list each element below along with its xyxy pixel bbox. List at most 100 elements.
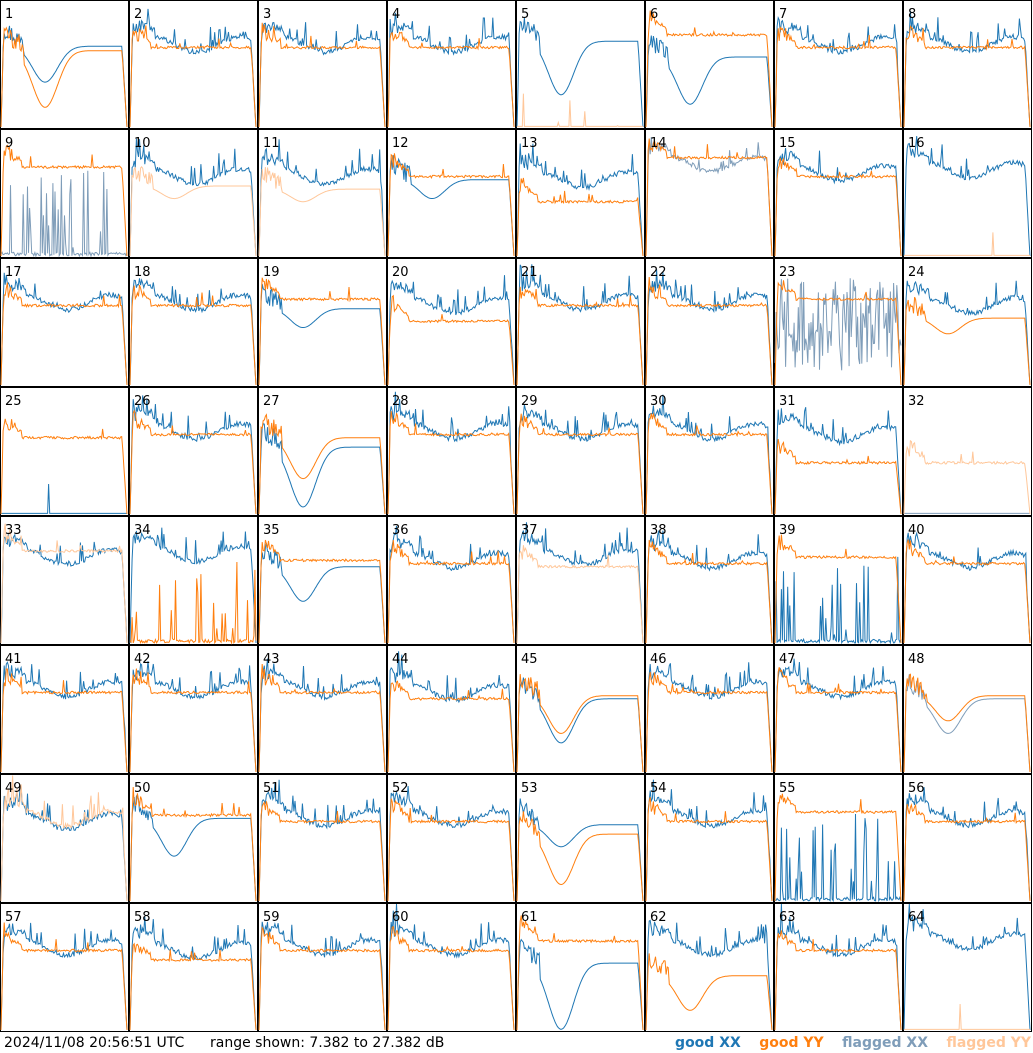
panel-28: 28: [387, 387, 516, 516]
panel-frame: [774, 0, 903, 129]
panel-frame: [0, 645, 129, 774]
panel-28-xx-series: [387, 391, 515, 515]
panel-frame: [0, 258, 129, 387]
panel-label: 15: [779, 136, 796, 151]
panel-48-yy-series: [903, 673, 1031, 773]
panel-51-yy-series: [258, 801, 386, 902]
panel-frame: [258, 0, 387, 129]
panel-13-xx-series: [516, 143, 644, 257]
panel-48: 48: [903, 645, 1032, 774]
panel-frame: [903, 258, 1032, 387]
panel-3: 3: [258, 0, 387, 129]
panel-19-xx-series: [258, 283, 386, 386]
panel-frame: [516, 516, 645, 645]
panel-11-xx-series: [258, 139, 386, 257]
panel-14-xx-series: [645, 137, 773, 257]
panel-30-xx-series: [645, 394, 773, 515]
panel-frame: [387, 516, 516, 645]
panel-frame: [258, 645, 387, 774]
panel-54: 54: [645, 774, 774, 903]
panel-29: 29: [516, 387, 645, 516]
panel-55: 55: [774, 774, 903, 903]
panel-frame: [129, 387, 258, 516]
panel-38: 38: [645, 516, 774, 645]
panel-44-xx-series: [387, 651, 515, 773]
panel-57-yy-series: [0, 922, 128, 1031]
panel-label: 58: [134, 910, 151, 925]
panel-10-xx-series: [129, 138, 257, 257]
panel-8-yy-series: [903, 25, 1031, 128]
panel-56: 56: [903, 774, 1032, 903]
panel-32: 32: [903, 387, 1032, 516]
panel-37-yy-series: [516, 545, 644, 644]
panel-label: 51: [263, 781, 280, 796]
panel-59-yy-series: [258, 926, 386, 1031]
panel-30: 30: [645, 387, 774, 516]
panel-label: 36: [392, 523, 409, 538]
panel-26: 26: [129, 387, 258, 516]
panel-52: 52: [387, 774, 516, 903]
panel-label: 29: [521, 394, 538, 409]
panel-label: 34: [134, 523, 151, 538]
panel-label: 21: [521, 265, 538, 280]
panel-label: 19: [263, 265, 280, 280]
panel-12-yy-series: [387, 153, 515, 257]
panel-47-yy-series: [774, 667, 902, 773]
panel-34: 34: [129, 516, 258, 645]
panel-22-yy-series: [645, 276, 773, 386]
panel-24: 24: [903, 258, 1032, 387]
panel-48-xx-series: [903, 674, 1031, 773]
panel-frame: [129, 129, 258, 258]
panel-62-xx-series: [645, 919, 773, 1031]
panel-23-xx-series: [774, 278, 902, 371]
panel-27: 27: [258, 387, 387, 516]
panel-label: 47: [779, 652, 796, 667]
panel-frame: [0, 774, 129, 903]
panel-53-yy-series: [516, 811, 644, 902]
panel-50: 50: [129, 774, 258, 903]
panel-frame: [516, 645, 645, 774]
panel-label: 28: [392, 394, 409, 409]
panel-42: 42: [129, 645, 258, 774]
panel-15-yy-series: [774, 157, 902, 257]
panel-25-xx-series: [1, 483, 127, 514]
panel-label: 41: [5, 652, 22, 667]
panel-9: 9: [0, 129, 129, 258]
panel-frame: [387, 387, 516, 516]
panel-frame: [645, 387, 774, 516]
panel-label: 56: [908, 781, 925, 796]
panel-label: 42: [134, 652, 151, 667]
panel-frame: [129, 645, 258, 774]
panel-35: 35: [258, 516, 387, 645]
panel-11: 11: [258, 129, 387, 258]
panel-9-yy-series: [0, 144, 128, 257]
panel-7: 7: [774, 0, 903, 129]
panel-frame: [258, 774, 387, 903]
panel-39-yy-series: [774, 534, 902, 644]
panel-29-yy-series: [516, 413, 644, 515]
panel-label: 37: [521, 523, 538, 538]
panel-label: 61: [521, 910, 538, 925]
range-text: range shown: 7.382 to 27.382 dB: [210, 1035, 445, 1051]
panel-frame: [129, 774, 258, 903]
panel-1-yy-series: [0, 26, 128, 128]
panel-46-yy-series: [645, 671, 773, 773]
panel-label: 9: [5, 136, 13, 151]
panel-label: 30: [650, 394, 667, 409]
panel-33: 33: [0, 516, 129, 645]
panel-59: 59: [258, 903, 387, 1032]
panel-56-xx-series: [903, 787, 1031, 902]
panel-22-xx-series: [645, 269, 773, 386]
panel-3-xx-series: [258, 22, 386, 128]
panel-1: 1: [0, 0, 129, 129]
panel-4-yy-series: [387, 31, 515, 128]
panel-20: 20: [387, 258, 516, 387]
panel-6-yy-series: [645, 10, 773, 128]
panel-36-yy-series: [387, 539, 515, 644]
panel-47-xx-series: [774, 658, 902, 773]
panel-frame: [387, 129, 516, 258]
panel-label: 64: [908, 910, 925, 925]
panel-32-yy-series: [903, 439, 1031, 515]
legend: good XX good YY flagged XX flagged YY: [661, 1033, 1031, 1053]
panel-label: 27: [263, 394, 280, 409]
